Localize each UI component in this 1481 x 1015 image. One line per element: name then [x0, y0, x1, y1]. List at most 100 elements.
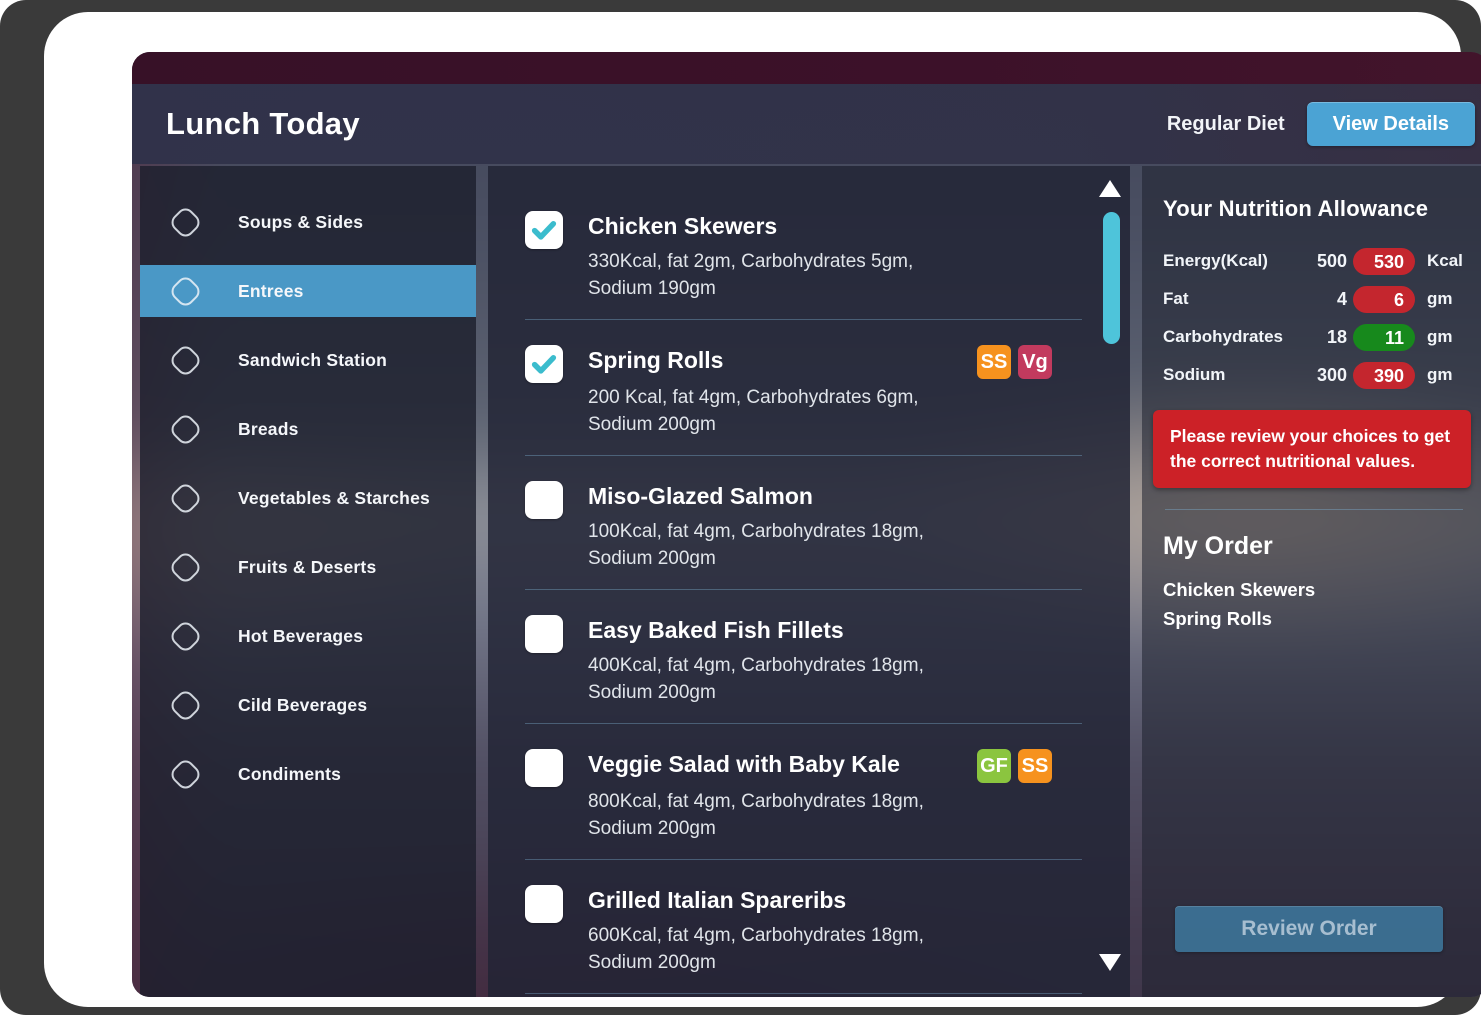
category-diamond-icon: [167, 549, 204, 586]
app-header: Lunch Today Regular Diet View Details: [132, 84, 1481, 164]
menu-item-easy-baked-fish-fillets[interactable]: Easy Baked Fish Fillets 400Kcal, fat 4gm…: [525, 590, 1082, 724]
sidebar-item-soups-sides[interactable]: Soups & Sides: [140, 188, 476, 257]
menu-item-title: Chicken Skewers: [588, 213, 778, 239]
menu-item-body: Grilled Italian Spareribs 600Kcal, fat 4…: [588, 883, 1082, 976]
sidebar-item-fruits-deserts[interactable]: Fruits & Deserts: [140, 533, 476, 602]
menu-item-body: Veggie Salad with Baby Kale GF SS 800Kcal…: [588, 747, 1082, 842]
nutrition-current-pill: 390: [1353, 361, 1415, 389]
scrollbar-thumb[interactable]: [1103, 212, 1120, 344]
nutrition-label: Sodium: [1163, 365, 1226, 384]
nutrition-current-pill: 6: [1353, 285, 1415, 313]
nutrition-rows: Energy(Kcal) 500 530 Kcal Fat 4 6 gm Car…: [1163, 242, 1465, 394]
nutrition-allowance-value: 18: [1326, 326, 1347, 347]
nutrition-current-pill: 530: [1353, 247, 1415, 275]
nutrition-line-2: Sodium 200gm: [588, 548, 716, 569]
app-screen: Lunch Today Regular Diet View Details So…: [132, 52, 1481, 997]
sidebar-item-condiments[interactable]: Condiments: [140, 740, 476, 809]
menu-item-title: Easy Baked Fish Fillets: [588, 617, 844, 643]
nutrition-line-1: 330Kcal, fat 2gm, Carbohydrates 5gm,: [588, 251, 914, 272]
category-diamond-icon: [167, 204, 204, 241]
nutrition-line-1: 100Kcal, fat 4gm, Carbohydrates 18gm,: [588, 521, 924, 542]
menu-item-badges: SS Vg: [977, 345, 1052, 379]
menu-item-checkbox[interactable]: [525, 749, 563, 787]
menu-item-checkbox[interactable]: [525, 481, 563, 519]
menu-item-badges: GF SS: [977, 749, 1052, 783]
sidebar-item-sandwich-station[interactable]: Sandwich Station: [140, 326, 476, 395]
nutrition-panel: Your Nutrition Allowance Energy(Kcal) 50…: [1142, 166, 1481, 997]
category-diamond-icon: [167, 411, 204, 448]
my-order-title: My Order: [1163, 532, 1273, 560]
nutrition-unit: gm: [1427, 327, 1453, 346]
category-diamond-icon: [167, 273, 204, 310]
panel-divider: [1165, 509, 1463, 510]
top-strip: [132, 52, 1481, 84]
menu-item-grilled-italian-spareribs[interactable]: Grilled Italian Spareribs 600Kcal, fat 4…: [525, 860, 1082, 994]
nutrition-current-pill: 11: [1353, 323, 1415, 351]
dietary-badge-gf: GF: [977, 749, 1011, 783]
menu-item-title: Miso-Glazed Salmon: [588, 483, 813, 509]
menu-list: Chicken Skewers 330Kcal, fat 2gm, Carboh…: [488, 166, 1130, 997]
sidebar-item-label: Vegetables & Starches: [238, 488, 430, 508]
dietary-badge-vg: Vg: [1018, 345, 1052, 379]
sidebar-item-breads[interactable]: Breads: [140, 395, 476, 464]
menu-item-title: Spring Rolls: [588, 347, 724, 373]
order-items: Chicken Skewers Spring Rolls: [1163, 575, 1465, 633]
sidebar-item-label: Breads: [238, 419, 299, 439]
menu-item-title: Grilled Italian Spareribs: [588, 887, 847, 913]
scroll-up-arrow-icon[interactable]: [1099, 180, 1121, 197]
nutrition-line-2: Sodium 200gm: [588, 414, 716, 435]
menu-item-body: Miso-Glazed Salmon 100Kcal, fat 4gm, Car…: [588, 479, 1082, 572]
review-order-button[interactable]: Review Order: [1175, 906, 1443, 952]
nutrition-allowance-title: Your Nutrition Allowance: [1163, 196, 1429, 221]
menu-item-veggie-salad-with-baby-kale[interactable]: Veggie Salad with Baby Kale GF SS 800Kcal…: [525, 724, 1082, 860]
order-item: Chicken Skewers: [1163, 579, 1316, 600]
menu-item-nutrition: 800Kcal, fat 4gm, Carbohydrates 18gm, So…: [588, 788, 1052, 842]
menu-item-checkbox[interactable]: [525, 211, 563, 249]
nutrition-row: Fat 4 6 gm: [1163, 280, 1465, 318]
device-bezel: Lunch Today Regular Diet View Details So…: [44, 12, 1481, 1007]
checkmark-icon: [531, 221, 557, 240]
nutrition-row: Energy(Kcal) 500 530 Kcal: [1163, 242, 1465, 280]
scroll-down-arrow-icon[interactable]: [1099, 954, 1121, 971]
sidebar-item-cild-beverages[interactable]: Cild Beverages: [140, 671, 476, 740]
nutrition-allowance-value: 4: [1336, 288, 1347, 309]
menu-item-spring-rolls[interactable]: Spring Rolls SS Vg 200 Kcal, fat 4gm, Car…: [525, 320, 1082, 456]
nutrition-line-1: 200 Kcal, fat 4gm, Carbohydrates 6gm,: [588, 387, 919, 408]
category-diamond-icon: [167, 756, 204, 793]
header-right: Regular Diet View Details: [1167, 102, 1475, 146]
sidebar-item-label: Cild Beverages: [238, 695, 368, 715]
menu-item-checkbox[interactable]: [525, 885, 563, 923]
nutrition-line-2: Sodium 200gm: [588, 952, 716, 973]
menu-items: Chicken Skewers 330Kcal, fat 2gm, Carboh…: [488, 186, 1130, 994]
menu-item-nutrition: 100Kcal, fat 4gm, Carbohydrates 18gm, So…: [588, 518, 1052, 572]
menu-item-body: Chicken Skewers 330Kcal, fat 2gm, Carboh…: [588, 209, 1082, 302]
menu-item-checkbox[interactable]: [525, 615, 563, 653]
menu-item-chicken-skewers[interactable]: Chicken Skewers 330Kcal, fat 2gm, Carboh…: [525, 186, 1082, 320]
nutrition-unit: gm: [1427, 365, 1453, 384]
category-diamond-icon: [167, 480, 204, 517]
dietary-badge-ss: SS: [977, 345, 1011, 379]
sidebar-item-hot-beverages[interactable]: Hot Beverages: [140, 602, 476, 671]
menu-item-body: Spring Rolls SS Vg 200 Kcal, fat 4gm, Car…: [588, 343, 1082, 438]
category-diamond-icon: [167, 687, 204, 724]
sidebar-item-label: Entrees: [238, 281, 304, 301]
menu-item-nutrition: 600Kcal, fat 4gm, Carbohydrates 18gm, So…: [588, 922, 1052, 976]
menu-item-checkbox[interactable]: [525, 345, 563, 383]
category-sidebar: Soups & Sides Entrees Sandwich Station B…: [140, 166, 476, 997]
nutrition-line-1: 400Kcal, fat 4gm, Carbohydrates 18gm,: [588, 655, 924, 676]
view-details-button[interactable]: View Details: [1306, 102, 1475, 146]
nutrition-allowance-value: 300: [1316, 364, 1347, 385]
menu-item-body: Easy Baked Fish Fillets 400Kcal, fat 4gm…: [588, 613, 1082, 706]
nutrition-warning: Please review your choices to get the co…: [1153, 410, 1471, 488]
nutrition-allowance-value: 500: [1316, 250, 1347, 271]
menu-item-title: Veggie Salad with Baby Kale: [588, 751, 900, 777]
diet-type-label: Regular Diet: [1166, 112, 1285, 135]
nutrition-row: Carbohydrates 18 11 gm: [1163, 318, 1465, 356]
nutrition-line-1: 600Kcal, fat 4gm, Carbohydrates 18gm,: [588, 925, 924, 946]
sidebar-item-vegetables-starches[interactable]: Vegetables & Starches: [140, 464, 476, 533]
sidebar-item-entrees[interactable]: Entrees: [140, 257, 476, 326]
menu-item-miso-glazed-salmon[interactable]: Miso-Glazed Salmon 100Kcal, fat 4gm, Car…: [525, 456, 1082, 590]
sidebar-item-label: Hot Beverages: [238, 626, 364, 646]
content-columns: Soups & Sides Entrees Sandwich Station B…: [140, 166, 1481, 997]
category-diamond-icon: [167, 618, 204, 655]
